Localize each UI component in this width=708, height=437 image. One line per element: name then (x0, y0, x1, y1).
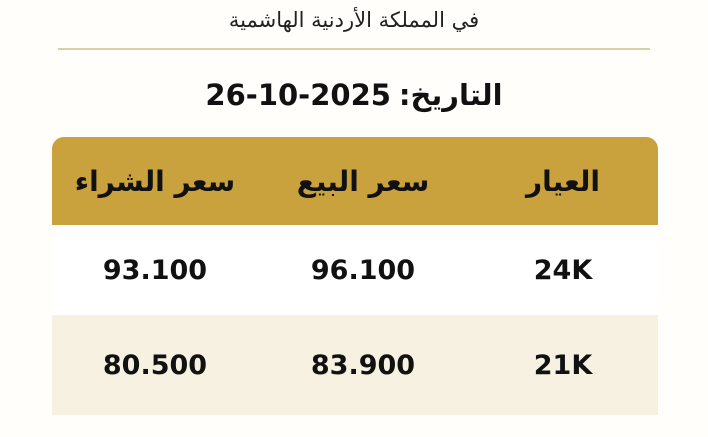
date-label: التاريخ: (398, 78, 503, 112)
table-row: 21K 83.900 80.500 (52, 315, 658, 415)
date-value: 26-10-2025 (205, 78, 391, 112)
header-buy-price: سعر الشراء (74, 164, 236, 198)
subtitle: في المملكة الأردنية الهاشمية (228, 8, 480, 32)
sell-price-cell: 83.900 (310, 349, 416, 381)
karat-cell: 21K (533, 349, 593, 381)
karat-cell: 24K (533, 254, 593, 286)
header-karat: العيار (526, 164, 600, 198)
buy-price-cell: 93.100 (102, 254, 208, 286)
header-sell-price: سعر البيع (296, 164, 430, 198)
table-header: العيار سعر البيع سعر الشراء (52, 137, 658, 225)
divider (58, 48, 650, 50)
sell-price-cell: 96.100 (310, 254, 416, 286)
gold-price-table: العيار سعر البيع سعر الشراء 24K 96.100 9… (52, 137, 658, 437)
table-row: 24K 96.100 93.100 (52, 225, 658, 315)
buy-price-cell: 80.500 (102, 349, 208, 381)
date-line: التاريخ:26-10-2025 (0, 78, 708, 112)
